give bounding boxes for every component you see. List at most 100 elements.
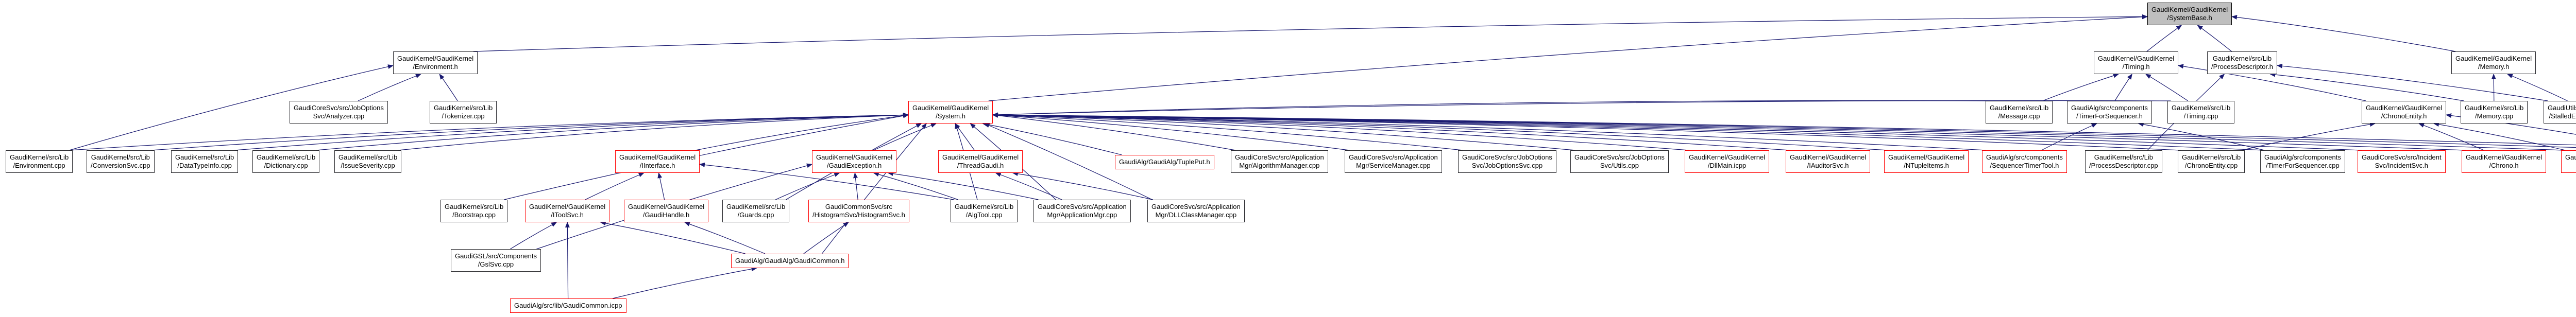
graph-node-chrono-h[interactable]: GaudiKernel/GaudiKernel/Chrono.h xyxy=(2462,150,2547,173)
graph-node-label: GaudiCoreSvc/src/Application xyxy=(1349,153,1438,161)
graph-node-gaudicommon-icpp[interactable]: GaudiAlg/src/lib/GaudiCommon.icpp xyxy=(510,298,626,313)
graph-node-timerforseq-h[interactable]: GaudiAlg/src/components/TimerForSequence… xyxy=(2067,101,2152,124)
graph-node-label: /Environment.h xyxy=(413,63,458,71)
graph-node-label: /LockedChrono.h xyxy=(2565,162,2576,170)
graph-node-label: GaudiKernel/src/Lib xyxy=(2212,55,2272,62)
graph-node-dllclassmanager[interactable]: GaudiCoreSvc/src/Application Mgr/DLLClass… xyxy=(1147,200,1245,222)
graph-node-threadgaudi[interactable]: GaudiKernel/GaudiKernel/ThreadGaudi.h xyxy=(938,150,1023,173)
graph-node-chronoentity-cpp[interactable]: GaudiKernel/src/Lib/ChronoEntity.cpp xyxy=(2178,150,2245,173)
graph-node-tokenizer[interactable]: GaudiKernel/src/Lib/Tokenizer.cpp xyxy=(430,101,497,124)
graph-node-timing-h[interactable]: GaudiKernel/GaudiKernel/Timing.h xyxy=(2094,51,2179,74)
graph-node-memory-cpp[interactable]: GaudiKernel/src/Lib/Memory.cpp xyxy=(2461,101,2528,124)
graph-node-issueseverity[interactable]: GaudiKernel/src/Lib/IssueSeverity.cpp xyxy=(334,150,402,173)
graph-node-label: GaudiKernel/src/Lib xyxy=(445,203,504,210)
graph-node-label: /Memory.cpp xyxy=(2475,112,2514,120)
edge-gaudicommon_h-to-itoolsvc xyxy=(600,221,745,254)
graph-node-bootstrap[interactable]: GaudiKernel/src/Lib/Bootstrap.cpp xyxy=(440,200,508,222)
edge-message-to-system_h xyxy=(992,100,1989,117)
graph-node-guards[interactable]: GaudiKernel/src/Lib/Guards.cpp xyxy=(722,200,790,222)
graph-node-label: /StalledEventMonitor.cpp xyxy=(2549,112,2576,120)
edge-tupleput-to-system_h xyxy=(982,122,1122,155)
graph-node-joboptionssvc[interactable]: GaudiCoreSvc/src/JobOptions Svc/JobOption… xyxy=(1458,150,1556,173)
graph-node-datatypeinfo[interactable]: GaudiKernel/src/Lib/DataTypeInfo.cpp xyxy=(171,150,239,173)
graph-node-label: /DllMain.icpp xyxy=(1707,162,1747,169)
edge-message-to-timing_h xyxy=(2042,73,2119,101)
graph-node-label: GaudiAlg/GaudiAlg/GaudiCommon.h xyxy=(735,257,845,265)
graph-node-label: /HistogramSvc/HistogramSvc.h xyxy=(812,211,905,219)
graph-node-label: /GaudiException.h xyxy=(826,162,882,169)
graph-node-label: Svc/Utils.cpp xyxy=(1600,162,1639,169)
graph-node-label: /IToolSvc.h xyxy=(551,211,584,219)
graph-node-label: GaudiCoreSvc/src/Application xyxy=(1235,153,1324,161)
graph-node-iauditorsvc[interactable]: GaudiKernel/GaudiKernel/IAuditorSvc.h xyxy=(1786,150,1871,173)
graph-node-systembase[interactable]: GaudiKernel/GaudiKernel/SystemBase.h xyxy=(2147,3,2232,25)
graph-node-incidentsvc-h[interactable]: GaudiCoreSvc/src/Incident Svc/IncidentSvc… xyxy=(2358,150,2446,173)
graph-node-algtool[interactable]: GaudiKernel/src/Lib/AlgTool.cpp xyxy=(951,200,1018,222)
graph-node-label: GaudiKernel/src/Lib xyxy=(10,153,69,161)
graph-node-gaudicommon-h[interactable]: GaudiAlg/GaudiAlg/GaudiCommon.h xyxy=(731,254,849,268)
graph-node-label: GaudiAlg/src/components xyxy=(2264,153,2341,161)
graph-node-analyzer[interactable]: GaudiCoreSvc/src/JobOptions Svc/Analyzer.… xyxy=(290,101,388,124)
edge-threadgaudi-to-system_h xyxy=(955,123,975,151)
edge-gslsvc-to-itoolsvc xyxy=(510,222,557,250)
graph-node-label: Svc/JobOptionsSvc.cpp xyxy=(1471,162,1543,169)
edge-iinterface-to-system_h xyxy=(695,113,909,151)
graph-node-gslsvc[interactable]: GaudiGSL/src/Components/GslSvc.cpp xyxy=(451,249,541,272)
graph-node-procdesc-h[interactable]: GaudiKernel/src/Lib/ProcessDescriptor.h xyxy=(2207,51,2277,74)
graph-node-label: /TimerForSequencer.cpp xyxy=(2266,162,2340,169)
graph-node-histogramsvc[interactable]: GaudiCommonSvc/src/HistogramSvc/Histogra… xyxy=(808,200,909,222)
graph-node-environment-h[interactable]: GaudiKernel/GaudiKernel/Environment.h xyxy=(393,51,478,74)
graph-node-label: /ChronoEntity.h xyxy=(2381,112,2427,120)
graph-node-procdesc-cpp[interactable]: GaudiKernel/src/Lib/ProcessDescriptor.cp… xyxy=(2085,150,2162,173)
graph-node-label: /Timing.cpp xyxy=(2183,112,2218,120)
graph-node-label: /ProcessDescriptor.cpp xyxy=(2089,162,2158,169)
graph-node-label: GaudiKernel/src/Lib xyxy=(2094,153,2153,161)
graph-node-chronoentity-h[interactable]: GaudiKernel/GaudiKernel/ChronoEntity.h xyxy=(2362,101,2447,124)
graph-node-label: GaudiKernel/GaudiKernel xyxy=(2366,104,2443,112)
graph-node-algorithmmanager[interactable]: GaudiCoreSvc/src/Application Mgr/Algorith… xyxy=(1231,150,1328,173)
graph-node-label: /Message.cpp xyxy=(1998,112,2040,120)
graph-node-timerforseq-cpp[interactable]: GaudiAlg/src/components/TimerForSequence… xyxy=(2260,150,2345,173)
graph-node-iinterface[interactable]: GaudiKernel/GaudiKernel/IInterface.h xyxy=(615,150,700,173)
graph-node-label: /Environment.cpp xyxy=(13,162,65,169)
graph-node-dictionary[interactable]: GaudiKernel/src/Lib/Dictionary.cpp xyxy=(252,150,320,173)
graph-node-label: GaudiKernel/src/Lib xyxy=(2465,104,2524,112)
edge-dllclassmanager-to-threadgaudi xyxy=(1012,171,1153,200)
edge-algtool-to-gaudiexception xyxy=(873,172,958,200)
graph-node-ntupleitems[interactable]: GaudiKernel/GaudiKernel/NTupleItems.h xyxy=(1884,150,1969,173)
graph-node-seqtimertool[interactable]: GaudiAlg/src/components/SequencerTimerTo… xyxy=(1982,150,2067,173)
graph-node-message[interactable]: GaudiKernel/src/Lib/Message.cpp xyxy=(1986,101,2053,124)
graph-node-conversionsvc[interactable]: GaudiKernel/src/Lib/ConversionSvc.cpp xyxy=(87,150,155,173)
graph-node-system-h[interactable]: GaudiKernel/GaudiKernel/System.h xyxy=(908,101,993,124)
graph-node-tupleput[interactable]: GaudiAlg/GaudiAlg/TuplePut.h xyxy=(1115,155,1214,169)
graph-node-label: /Timing.h xyxy=(2122,63,2150,71)
graph-node-label: GaudiKernel/src/Lib xyxy=(338,153,398,161)
graph-node-stalledevt[interactable]: GaudiUtils/src/component/StalledEventMon… xyxy=(2544,101,2576,124)
graph-node-memory-h[interactable]: GaudiKernel/GaudiKernel/Memory.h xyxy=(2451,51,2536,74)
graph-node-label: GaudiKernel/src/Lib xyxy=(2172,104,2231,112)
edge-gaudicommon_icpp-to-gaudicommon_h xyxy=(612,267,757,299)
edge-system_h-to-systembase xyxy=(988,14,2148,101)
edge-timing_h-to-systembase xyxy=(2146,25,2182,52)
graph-node-label: /IInterface.h xyxy=(639,162,675,169)
graph-node-gaudihandle[interactable]: GaudiKernel/GaudiKernel/GaudiHandle.h xyxy=(624,200,709,222)
graph-node-label: GaudiKernel/GaudiKernel xyxy=(619,153,696,161)
graph-node-environment-cpp[interactable]: GaudiKernel/src/Lib/Environment.cpp xyxy=(6,150,73,173)
graph-node-label: /IssueSeverity.cpp xyxy=(341,162,395,169)
graph-node-utils[interactable]: GaudiCoreSvc/src/JobOptions Svc/Utils.cpp xyxy=(1570,150,1669,173)
edge-dataondemand-to-system_h xyxy=(992,112,2576,146)
graph-node-itoolsvc[interactable]: GaudiKernel/GaudiKernel/IToolSvc.h xyxy=(525,200,610,222)
graph-node-dllmain[interactable]: GaudiKernel/GaudiKernel/DllMain.icpp xyxy=(1685,150,1770,173)
graph-node-applicationmgr[interactable]: GaudiCoreSvc/src/Application Mgr/Applicat… xyxy=(1033,200,1131,222)
edge-bootstrap-to-system_h xyxy=(504,113,909,200)
graph-node-label: Mgr/AlgorithmManager.cpp xyxy=(1239,162,1320,169)
graph-node-label: /TimerForSequencer.h xyxy=(2076,112,2143,120)
graph-node-lockedchrono[interactable]: GaudiKernel/GaudiKernel/LockedChrono.h xyxy=(2561,150,2576,173)
graph-node-label: /Tokenizer.cpp xyxy=(442,112,485,120)
graph-node-timing-cpp[interactable]: GaudiKernel/src/Lib/Timing.cpp xyxy=(2167,101,2235,124)
edge-environment_cpp-to-environment_h xyxy=(69,64,394,151)
graph-node-label: /IAuditorSvc.h xyxy=(1807,162,1849,169)
graph-node-gaudiexception[interactable]: GaudiKernel/GaudiKernel/GaudiException.h xyxy=(812,150,897,173)
edge-gaudicommon_icpp-to-itoolsvc xyxy=(565,222,570,299)
graph-node-servicemanager[interactable]: GaudiCoreSvc/src/Application Mgr/ServiceM… xyxy=(1345,150,1442,173)
